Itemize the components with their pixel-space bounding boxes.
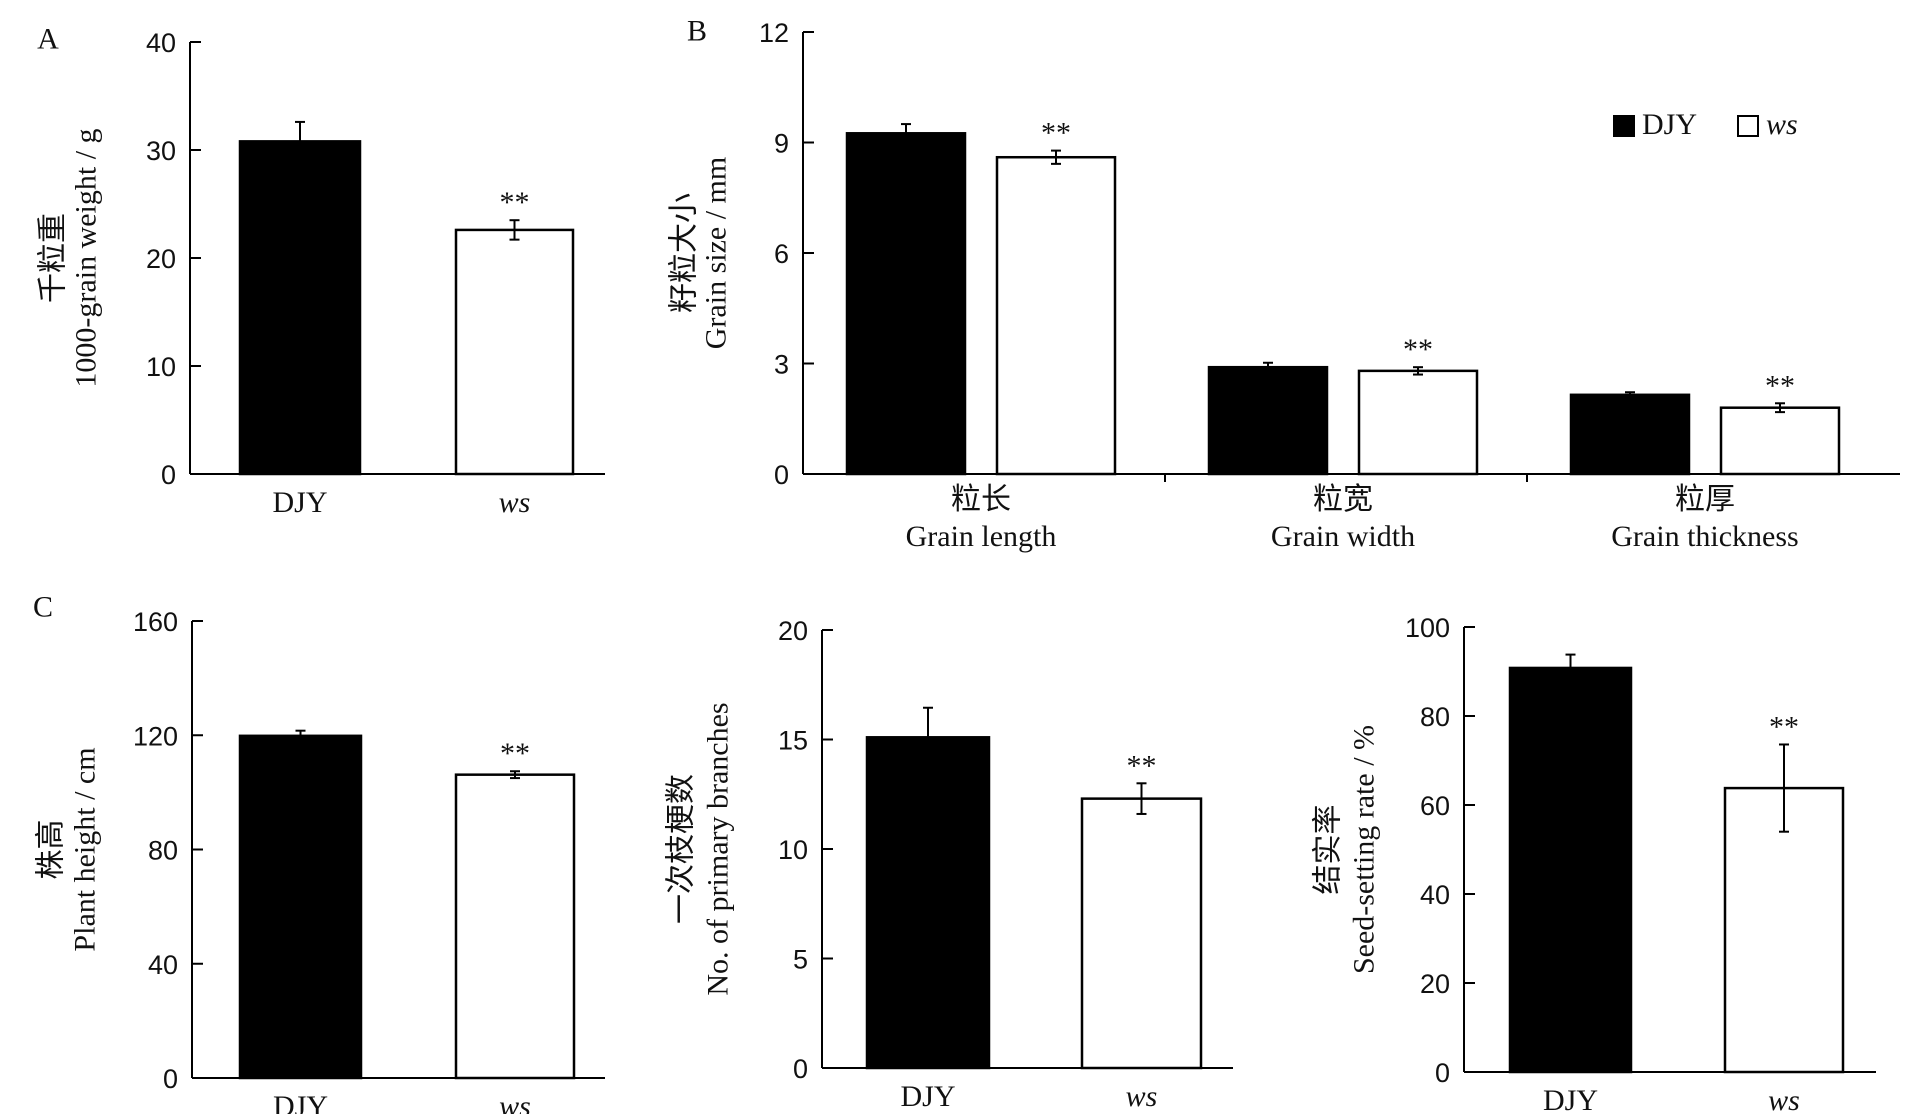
significance-label: ** — [500, 186, 530, 219]
significance-label: ** — [1769, 710, 1799, 743]
x-tick-label: DJY — [900, 1080, 955, 1113]
y-tick-label: 3 — [774, 350, 789, 380]
bar — [995, 155, 1117, 476]
y-tick-label: 0 — [163, 1064, 178, 1094]
y-axis-label: No. of primary branches — [702, 702, 735, 995]
bar — [1723, 786, 1845, 1074]
y-tick-label: 6 — [774, 239, 789, 269]
significance-label: ** — [1765, 369, 1795, 402]
significance-label: ** — [500, 737, 530, 770]
x-tick-label: Grain length — [906, 520, 1057, 553]
x-tick-label-zh: 粒宽 — [1313, 483, 1373, 516]
y-tick-label: 40 — [146, 28, 176, 58]
y-tick-label: 10 — [146, 352, 176, 382]
legend-label: ws — [1766, 108, 1798, 141]
x-tick-label: Grain thickness — [1611, 520, 1798, 553]
x-tick-label: ws — [1126, 1080, 1158, 1113]
panel-letter: C — [33, 591, 53, 624]
y-tick-label: 80 — [1420, 702, 1450, 732]
y-tick-label: 60 — [1420, 791, 1450, 821]
y-axis-label: Plant height / cm — [69, 747, 102, 951]
x-tick-label: ws — [499, 486, 531, 519]
bar — [238, 140, 362, 476]
legend-swatch — [1737, 115, 1759, 137]
x-tick-label-zh: 粒长 — [951, 483, 1011, 516]
x-tick-label-zh: 粒厚 — [1675, 483, 1735, 516]
legend-swatch — [1613, 115, 1635, 137]
y-axis-label: 1000-grain weight / g — [70, 128, 103, 387]
panel-letter: A — [37, 23, 59, 56]
y-tick-label: 20 — [1420, 969, 1450, 999]
bar — [865, 736, 991, 1070]
y-tick-label: 40 — [148, 950, 178, 980]
y-tick-label: 80 — [148, 836, 178, 866]
y-tick-label: 160 — [133, 607, 178, 637]
y-tick-label: 0 — [793, 1054, 808, 1084]
y-axis-label-zh: 籽粒大小 — [668, 193, 701, 313]
y-tick-label: 9 — [774, 129, 789, 159]
y-tick-label: 15 — [778, 726, 808, 756]
y-tick-label: 40 — [1420, 880, 1450, 910]
x-tick-label: DJY — [1543, 1084, 1598, 1114]
bar — [845, 132, 967, 476]
significance-label: ** — [1041, 117, 1071, 150]
bar — [454, 228, 575, 476]
bar — [1080, 797, 1203, 1070]
y-axis-label: Seed-setting rate / % — [1348, 725, 1381, 974]
y-tick-label: 0 — [774, 460, 789, 490]
y-tick-label: 12 — [759, 18, 789, 48]
x-tick-label: ws — [1768, 1084, 1800, 1114]
y-tick-label: 10 — [778, 835, 808, 865]
y-tick-label: 30 — [146, 136, 176, 166]
legend-label: DJY — [1642, 108, 1697, 141]
y-tick-label: 20 — [146, 244, 176, 274]
y-axis-label-zh: 一次枝梗数 — [665, 774, 698, 924]
x-tick-label: Grain width — [1271, 520, 1415, 553]
bar — [1207, 365, 1329, 476]
y-axis-label: Grain size / mm — [700, 157, 733, 349]
y-tick-label: 0 — [1435, 1058, 1450, 1088]
y-tick-label: 100 — [1405, 613, 1450, 643]
x-tick-label: ws — [499, 1090, 531, 1114]
x-tick-label: DJY — [272, 486, 327, 519]
y-tick-label: 20 — [778, 616, 808, 646]
y-tick-label: 0 — [161, 460, 176, 490]
significance-label: ** — [1403, 333, 1433, 366]
y-tick-label: 120 — [133, 721, 178, 751]
significance-label: ** — [1127, 749, 1157, 782]
y-axis-label-zh: 株高 — [35, 820, 68, 880]
y-axis-label-zh: 千粒重 — [37, 213, 70, 303]
panel-letter: B — [687, 15, 707, 48]
bar — [454, 773, 576, 1080]
y-axis-label-zh: 结实率 — [1312, 805, 1345, 895]
bar — [1569, 393, 1691, 476]
bar — [1719, 406, 1841, 476]
bar — [1508, 666, 1633, 1074]
bar — [1357, 369, 1479, 476]
bar — [238, 734, 363, 1080]
y-tick-label: 5 — [793, 945, 808, 975]
x-tick-label: DJY — [273, 1090, 328, 1114]
